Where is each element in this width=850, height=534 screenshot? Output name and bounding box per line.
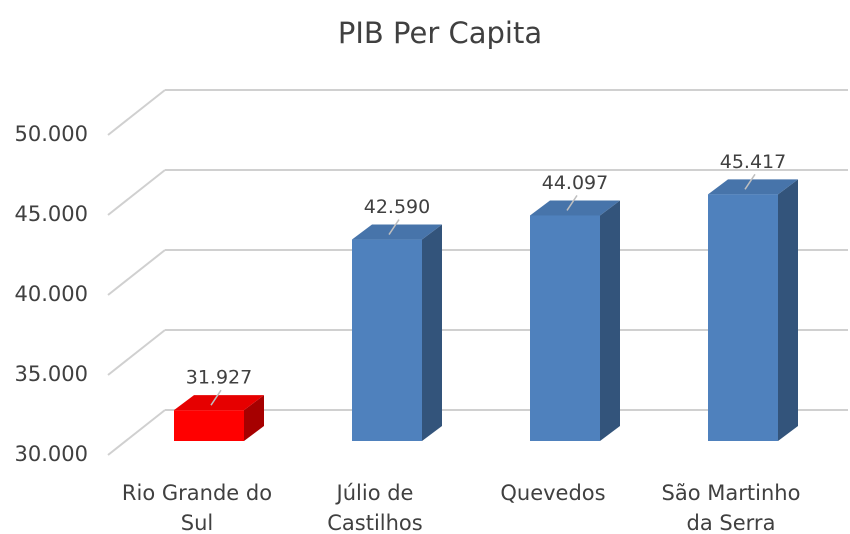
x-tick-label: Quevedos: [500, 481, 606, 505]
grid-line: [107, 89, 166, 136]
data-label: 31.927: [186, 367, 252, 389]
y-tick-label: 35.000: [15, 362, 88, 386]
chart-title: PIB Per Capita: [338, 16, 542, 50]
bar: [530, 215, 600, 441]
bar: [174, 410, 244, 441]
bar-top: [174, 395, 264, 411]
y-tick-label: 30.000: [15, 442, 88, 466]
data-label: 42.590: [364, 196, 430, 218]
bar-side: [778, 179, 798, 441]
leader-line: [744, 173, 756, 190]
grid-line: [107, 249, 166, 296]
grid-line: [107, 329, 166, 376]
y-tick-label: 40.000: [15, 282, 88, 306]
leader-line: [388, 219, 400, 235]
bar-top: [708, 179, 798, 195]
x-tick-label: São Martinho da Serra: [661, 481, 801, 534]
grid-line: [107, 169, 166, 216]
bar-side: [422, 224, 442, 441]
x-tick-label: Rio Grande do Sul: [121, 481, 273, 534]
x-tick-label: Júlio de Castilhos: [327, 481, 423, 534]
bar: [708, 194, 778, 441]
bar-top: [530, 200, 620, 216]
data-label: 45.417: [720, 151, 786, 173]
data-label: 44.097: [542, 172, 608, 194]
bar-side: [600, 200, 620, 441]
grid-line: [107, 409, 166, 456]
bar-top: [352, 224, 442, 240]
leader-line: [210, 389, 222, 406]
bar: [352, 239, 422, 441]
leader-line: [566, 195, 578, 211]
y-tick-label: 50.000: [15, 122, 88, 146]
bar-side: [244, 395, 264, 441]
y-tick-label: 45.000: [15, 202, 88, 226]
